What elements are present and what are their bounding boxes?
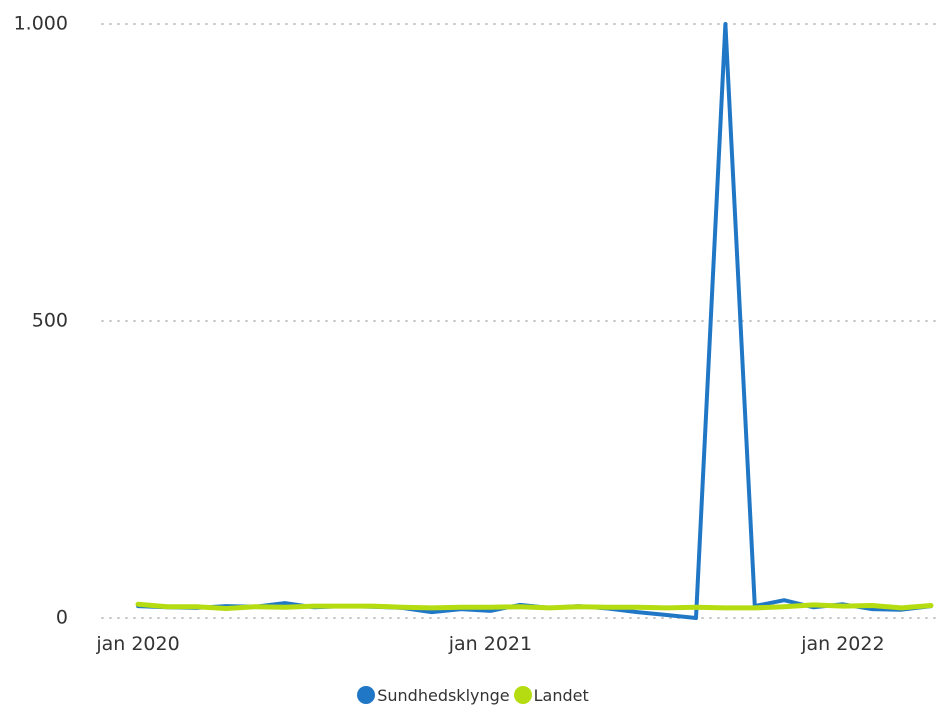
y-tick-label-1: 500	[32, 310, 68, 332]
series-layer	[135, 22, 934, 620]
legend-item-sundhedsklynge[interactable]: Sundhedsklynge	[357, 685, 510, 705]
x-tick-label-0: jan 2020	[95, 633, 179, 655]
x-axis: jan 2020 jan 2021 jan 2022	[95, 633, 884, 655]
legend-marker-landet	[513, 686, 532, 704]
y-tick-label-2: 1.000	[14, 13, 68, 35]
legend-marker-sundhedsklynge	[357, 686, 376, 704]
y-tick-label-0: 0	[56, 607, 68, 629]
legend-label-sundhedsklynge: Sundhedsklynge	[377, 685, 510, 705]
y-axis: 0 500 1.000	[14, 13, 68, 629]
legend: Sundhedsklynge Landet	[0, 683, 946, 707]
x-tick-label-1: jan 2021	[448, 633, 532, 655]
x-tick-label-2: jan 2022	[800, 633, 884, 655]
legend-label-landet: Landet	[533, 685, 589, 705]
grid-layer	[101, 23, 943, 619]
series-line-landet[interactable]	[135, 601, 934, 611]
legend-item-landet[interactable]: Landet	[513, 685, 589, 705]
